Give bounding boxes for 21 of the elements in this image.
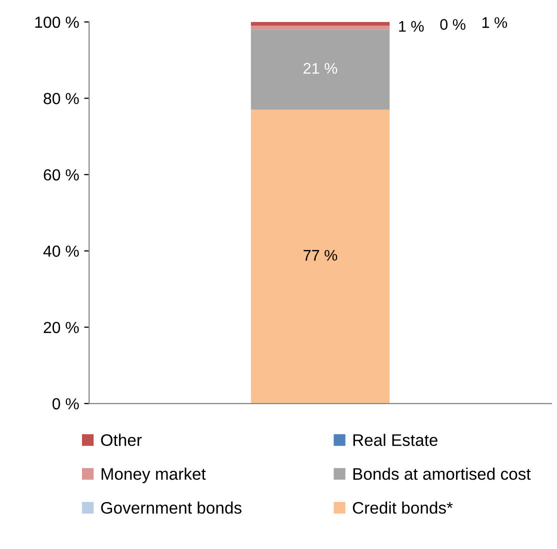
bar (250, 26, 390, 30)
legend-label: Government bonds (101, 502, 242, 514)
legend-label: Credit bonds* (352, 502, 453, 514)
bar (250, 30, 390, 110)
text: 1 % (399, 21, 424, 32)
legend-label: Money market (102, 468, 206, 484)
text: 77 % (304, 250, 338, 261)
legend-label: Other (101, 434, 142, 446)
legend-label: Bonds at amortised cost (353, 468, 531, 480)
text: 1 % (482, 17, 508, 28)
y-tick-label: 20 % (44, 322, 79, 334)
y-tick-label: 40 % (43, 246, 79, 257)
text: 0 % (440, 19, 466, 30)
y-tick-label: 80 % (44, 92, 79, 104)
bar (250, 22, 390, 26)
y-tick-label: 0 % (52, 398, 79, 410)
text: 21 % (304, 62, 338, 74)
bar (250, 110, 390, 404)
y-tick-label: 100 % (35, 16, 79, 28)
y-tick-label: 60 % (44, 169, 79, 181)
legend-label: Real Estate (353, 434, 438, 446)
